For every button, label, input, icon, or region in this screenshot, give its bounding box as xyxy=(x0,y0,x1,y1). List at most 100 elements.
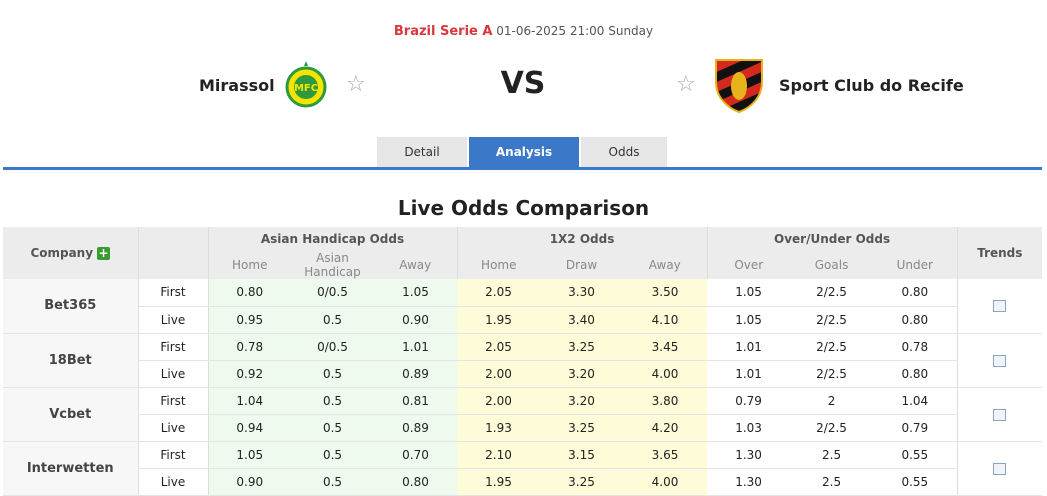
odds-value[interactable]: 1.05 xyxy=(374,279,458,307)
tab-odds[interactable]: Odds xyxy=(581,137,667,167)
odds-value[interactable]: 0.5 xyxy=(291,387,374,415)
odds-value[interactable]: 0.92 xyxy=(208,360,291,388)
odds-value[interactable]: 1.30 xyxy=(707,468,791,496)
trend-chart-icon[interactable] xyxy=(993,354,1007,367)
odds-value[interactable]: 3.20 xyxy=(540,387,624,415)
odds-value[interactable]: 0.78 xyxy=(873,333,958,361)
odds-value[interactable]: 0.80 xyxy=(374,468,458,496)
odds-value[interactable]: 2/2.5 xyxy=(790,414,874,442)
odds-value[interactable]: 0.90 xyxy=(208,468,291,496)
odds-value[interactable]: 2/2.5 xyxy=(790,306,874,334)
odds-value[interactable]: 2 xyxy=(790,387,874,415)
odds-type: Live xyxy=(138,306,209,334)
odds-value[interactable]: 0.70 xyxy=(374,441,458,469)
odds-value[interactable]: 1.95 xyxy=(457,468,541,496)
odds-value[interactable]: 3.20 xyxy=(540,360,624,388)
odds-value[interactable]: 0.5 xyxy=(291,441,374,469)
odds-value[interactable]: 0.5 xyxy=(291,306,374,334)
trend-chart-icon[interactable] xyxy=(993,300,1007,313)
odds-value[interactable]: 1.05 xyxy=(707,306,791,334)
odds-value[interactable]: 0.90 xyxy=(374,306,458,334)
odds-value[interactable]: 4.00 xyxy=(623,468,708,496)
odds-value[interactable]: 0.89 xyxy=(374,360,458,388)
odds-value[interactable]: 3.65 xyxy=(623,441,708,469)
odds-value[interactable]: 4.10 xyxy=(623,306,708,334)
odds-value[interactable]: 0.80 xyxy=(208,279,291,307)
odds-value[interactable]: 0.80 xyxy=(873,360,958,388)
company-name[interactable]: Vcbet xyxy=(3,387,139,442)
odds-value[interactable]: 2.5 xyxy=(790,468,874,496)
odds-value[interactable]: 0.81 xyxy=(374,387,458,415)
odds-value[interactable]: 1.05 xyxy=(208,441,291,469)
company-name[interactable]: Interwetten xyxy=(3,441,139,496)
trend-chart-icon[interactable] xyxy=(993,462,1007,475)
odds-value[interactable]: 1.30 xyxy=(707,441,791,469)
table-row: Vcbet First 1.04 0.5 0.81 2.00 3.20 3.80 0.79 2 1.… xyxy=(3,387,1043,442)
odds-value[interactable]: 1.01 xyxy=(374,333,458,361)
tab-analysis[interactable]: Analysis xyxy=(469,137,579,167)
odds-value[interactable]: 2/2.5 xyxy=(790,279,874,307)
favorite-away-star-icon[interactable]: ☆ xyxy=(676,72,696,97)
odds-value[interactable]: 0.79 xyxy=(707,387,791,415)
trends-cell xyxy=(956,387,1043,442)
odds-value[interactable]: 3.45 xyxy=(623,333,708,361)
league-name[interactable]: Brazil Serie A xyxy=(393,24,493,39)
odds-value[interactable]: 0/0.5 xyxy=(291,279,374,307)
tab-detail[interactable]: Detail xyxy=(377,137,467,167)
odds-value[interactable]: 2.10 xyxy=(457,441,541,469)
odds-value[interactable]: 0.80 xyxy=(873,279,958,307)
subheader: Over xyxy=(706,251,791,279)
odds-value[interactable]: 0.80 xyxy=(873,306,958,334)
odds-value[interactable]: 1.93 xyxy=(457,414,541,442)
odds-value[interactable]: 3.25 xyxy=(540,414,624,442)
odds-value[interactable]: 3.80 xyxy=(623,387,708,415)
table-row: Bet365 First 0.80 0/0.5 1.05 2.05 3.30 3.50 1.05… xyxy=(3,279,1043,334)
odds-value[interactable]: 0.78 xyxy=(208,333,291,361)
odds-value[interactable]: 2.00 xyxy=(457,387,541,415)
odds-value[interactable]: 3.25 xyxy=(540,333,624,361)
odds-value[interactable]: 0.55 xyxy=(873,468,958,496)
odds-value[interactable]: 4.00 xyxy=(623,360,708,388)
odds-value[interactable]: 3.30 xyxy=(540,279,624,307)
odds-value[interactable]: 4.20 xyxy=(623,414,708,442)
odds-value[interactable]: 1.04 xyxy=(208,387,291,415)
odds-value[interactable]: 0.95 xyxy=(208,306,291,334)
odds-value[interactable]: 3.15 xyxy=(540,441,624,469)
odds-value[interactable]: 3.40 xyxy=(540,306,624,334)
odds-value[interactable]: 3.50 xyxy=(623,279,708,307)
type-header xyxy=(137,227,208,279)
odds-value[interactable]: 2.00 xyxy=(457,360,541,388)
odds-value[interactable]: 0.5 xyxy=(291,468,374,496)
odds-value[interactable]: 0.55 xyxy=(873,441,958,469)
add-company-plus-icon[interactable]: + xyxy=(97,246,111,260)
odds-value[interactable]: 2.05 xyxy=(457,279,541,307)
company-name[interactable]: Bet365 xyxy=(3,279,139,334)
odds-value[interactable]: 2.5 xyxy=(790,441,874,469)
odds-value[interactable]: 1.05 xyxy=(707,279,791,307)
trends-cell xyxy=(956,333,1043,388)
odds-value[interactable]: 1.04 xyxy=(873,387,958,415)
table-row: 18Bet First 0.78 0/0.5 1.01 2.05 3.25 3.45 1.01 2… xyxy=(3,333,1043,388)
away-team-name[interactable]: Sport Club do Recife xyxy=(779,76,964,95)
odds-value[interactable]: 1.01 xyxy=(707,333,791,361)
favorite-home-star-icon[interactable]: ☆ xyxy=(346,72,366,97)
odds-value[interactable]: 0.89 xyxy=(374,414,458,442)
trends-cell xyxy=(956,441,1043,496)
odds-value[interactable]: 2/2.5 xyxy=(790,360,874,388)
odds-value[interactable]: 3.25 xyxy=(540,468,624,496)
odds-value[interactable]: 1.95 xyxy=(457,306,541,334)
away-team-logo xyxy=(715,59,763,114)
odds-value[interactable]: 1.03 xyxy=(707,414,791,442)
odds-type: Live xyxy=(138,360,209,388)
odds-value[interactable]: 0.5 xyxy=(291,414,374,442)
odds-value[interactable]: 0.5 xyxy=(291,360,374,388)
company-name[interactable]: 18Bet xyxy=(3,333,139,388)
trend-chart-icon[interactable] xyxy=(993,408,1007,421)
odds-value[interactable]: 2.05 xyxy=(457,333,541,361)
home-team-name[interactable]: Mirassol xyxy=(199,76,275,95)
odds-value[interactable]: 1.01 xyxy=(707,360,791,388)
odds-value[interactable]: 0/0.5 xyxy=(291,333,374,361)
odds-value[interactable]: 0.79 xyxy=(873,414,958,442)
odds-value[interactable]: 0.94 xyxy=(208,414,291,442)
odds-value[interactable]: 2/2.5 xyxy=(790,333,874,361)
